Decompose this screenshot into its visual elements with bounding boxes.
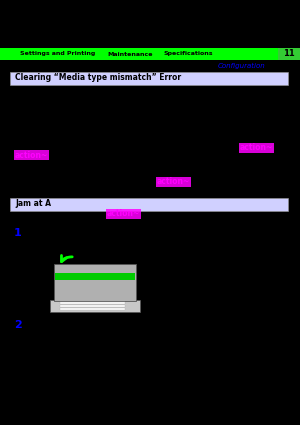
FancyBboxPatch shape	[60, 302, 125, 304]
Text: action~: action~	[15, 150, 48, 159]
Text: 2: 2	[14, 320, 22, 330]
Text: Configuration: Configuration	[218, 63, 266, 69]
FancyBboxPatch shape	[55, 273, 135, 280]
Text: 1: 1	[14, 228, 22, 238]
Text: action~: action~	[157, 178, 190, 187]
Text: Clearing “Media type mismatch” Error: Clearing “Media type mismatch” Error	[15, 74, 181, 82]
FancyBboxPatch shape	[60, 305, 125, 307]
FancyBboxPatch shape	[54, 264, 136, 301]
Text: Maintenance: Maintenance	[107, 51, 153, 57]
FancyBboxPatch shape	[10, 198, 288, 211]
Text: Specifications: Specifications	[163, 51, 213, 57]
Text: action~: action~	[240, 144, 273, 153]
FancyBboxPatch shape	[0, 48, 300, 60]
Text: 11: 11	[283, 49, 295, 59]
FancyBboxPatch shape	[60, 308, 125, 310]
FancyBboxPatch shape	[278, 48, 300, 60]
Text: Settings and Printing: Settings and Printing	[20, 51, 96, 57]
FancyBboxPatch shape	[50, 300, 140, 312]
Text: Jam at A: Jam at A	[15, 199, 51, 209]
FancyBboxPatch shape	[10, 72, 288, 85]
Text: action~: action~	[107, 210, 140, 218]
